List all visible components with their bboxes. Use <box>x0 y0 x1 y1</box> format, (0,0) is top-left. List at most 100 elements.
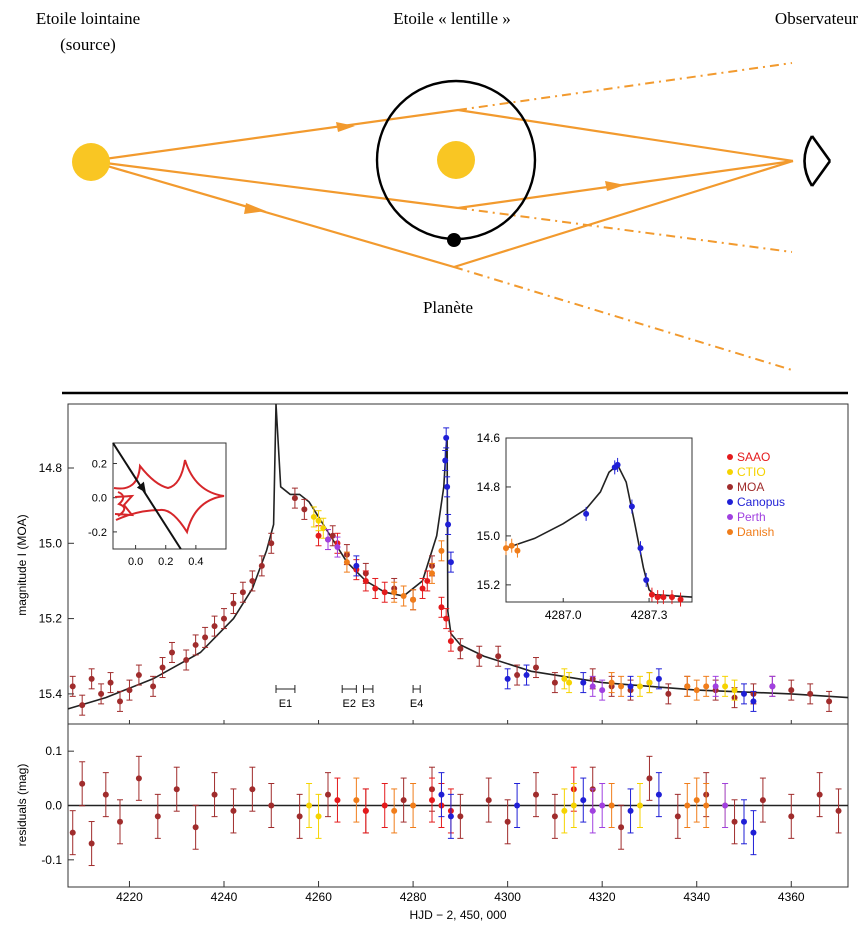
light-ray-lower <box>89 159 794 269</box>
point-moa <box>192 641 199 648</box>
res-point-moa <box>504 818 511 825</box>
peak-point-danish <box>514 547 521 554</box>
point-ctio <box>561 675 568 682</box>
peak-point-saao <box>648 591 655 598</box>
ytick-label: 14.8 <box>39 461 63 475</box>
res-xtick-label: 4240 <box>211 890 238 904</box>
peak-ytick-label: 15.0 <box>477 529 501 543</box>
res-ytick-label: 0.0 <box>45 799 62 813</box>
peak-point-danish <box>508 542 515 549</box>
trajectory-line <box>112 442 182 550</box>
point-moa <box>514 672 521 679</box>
point-perth <box>325 536 331 543</box>
point-saao <box>438 604 445 611</box>
point-canopus <box>580 679 587 686</box>
res-point-saao <box>362 807 369 814</box>
point-moa <box>533 664 539 671</box>
lensing-diagram: Etoile lointaine (source) Etoile « lenti… <box>36 9 858 371</box>
point-moa <box>69 683 76 690</box>
res-point-moa <box>117 818 123 825</box>
peak-point-canopus <box>583 510 590 517</box>
peak-points <box>503 457 684 607</box>
res-point-saao <box>381 802 388 809</box>
legend-label-perth: Perth <box>737 510 766 524</box>
peak-ytick-label: 15.2 <box>477 578 501 592</box>
res-point-canopus <box>580 797 587 804</box>
point-danish <box>693 687 700 694</box>
res-xtick-label: 4320 <box>589 890 616 904</box>
point-saao <box>424 577 431 584</box>
res-point-danish <box>391 807 398 814</box>
res-point-moa <box>154 813 161 820</box>
residuals-ylabel: residuals (mag) <box>15 764 29 847</box>
res-point-danish <box>353 797 360 804</box>
res-point-saao <box>334 797 341 804</box>
res-point-danish <box>608 802 615 809</box>
point-moa <box>79 702 86 709</box>
residuals-points <box>69 755 842 867</box>
point-moa <box>159 664 166 671</box>
legend-label-danish: Danish <box>737 525 774 539</box>
point-moa <box>117 698 123 705</box>
res-xtick-label: 4360 <box>778 890 805 904</box>
res-point-moa <box>249 786 256 793</box>
point-canopus <box>523 672 530 679</box>
peak-point-canopus <box>628 503 635 510</box>
point-perth <box>334 544 341 551</box>
res-point-moa <box>88 840 95 847</box>
point-perth <box>589 683 596 690</box>
lightcurve-ylabel: magnitude I (MOA) <box>15 514 29 615</box>
peak-point-saao <box>668 594 675 601</box>
caustic-ticks: 0.0 0.2 0.4 0.2 0.0 -0.2 <box>88 459 203 568</box>
residuals-ticks: 4220 4240 4260 4280 4300 4320 4340 4360 0.1 0.0 -0… <box>41 720 805 904</box>
point-moa <box>221 615 227 622</box>
res-point-moa <box>759 797 766 804</box>
point-moa <box>107 679 114 686</box>
point-danish <box>343 559 350 566</box>
res-point-moa <box>192 824 199 831</box>
point-saao <box>362 577 369 584</box>
res-point-moa <box>102 791 109 798</box>
caustic-ytick-label: -0.2 <box>88 527 107 539</box>
point-moa <box>169 649 175 656</box>
res-point-danish <box>703 802 710 809</box>
legend-marker-perth <box>727 514 733 520</box>
point-canopus <box>741 690 747 697</box>
res-point-danish <box>684 802 691 809</box>
point-moa <box>150 683 157 690</box>
point-moa <box>788 687 795 694</box>
res-point-moa <box>551 813 558 820</box>
res-point-moa <box>173 786 180 793</box>
ytick-label: 15.2 <box>39 612 63 626</box>
point-ctio <box>320 525 327 532</box>
res-point-ctio <box>315 813 322 820</box>
res-point-danish <box>410 802 417 809</box>
peak-ticks: 4287.0 4287.3 14.6 14.8 15.0 15.2 <box>477 431 668 622</box>
peak-point-danish <box>503 545 509 552</box>
source-label-line2: (source) <box>60 35 116 54</box>
res-point-canopus <box>438 791 445 798</box>
res-point-moa <box>457 813 464 820</box>
point-ctio <box>315 517 322 524</box>
res-point-moa <box>533 791 539 798</box>
point-moa <box>826 698 833 705</box>
res-point-moa <box>835 807 842 814</box>
point-ctio <box>637 683 643 690</box>
res-point-canopus <box>750 829 757 836</box>
point-ctio <box>731 687 738 694</box>
caustic-inset: 0.0 0.2 0.4 0.2 0.0 -0.2 <box>88 442 227 568</box>
point-moa <box>268 540 275 547</box>
arrow-middle-icon <box>605 181 625 191</box>
event-label-e3: E3 <box>361 698 374 710</box>
point-moa <box>457 645 464 652</box>
residuals-xlabel: HJD − 2, 450, 000 <box>409 908 506 922</box>
point-canopus <box>447 559 454 566</box>
peak-xtick-label: 4287.0 <box>545 608 582 622</box>
peak-ytick-label: 14.8 <box>477 480 501 494</box>
res-xtick-label: 4260 <box>305 890 332 904</box>
res-point-perth <box>589 807 596 814</box>
event-label-e4: E4 <box>410 698 423 710</box>
res-point-moa <box>230 807 237 814</box>
legend-marker-danish <box>727 529 733 535</box>
